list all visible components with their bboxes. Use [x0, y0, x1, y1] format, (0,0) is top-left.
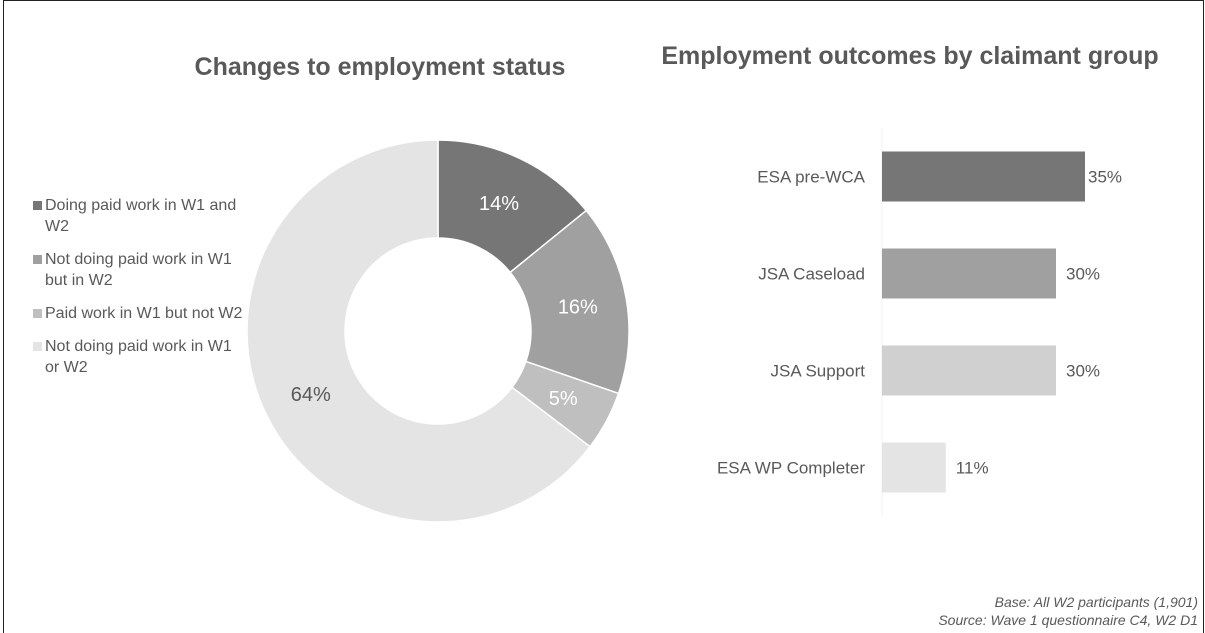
donut-label-1: 16% [558, 296, 598, 318]
legend-item-paid-both: Doing paid work in W1 and W2 [33, 195, 243, 237]
bar-3 [882, 442, 946, 493]
chart-frame [3, 0, 1204, 633]
bar-value-label-0: 35% [1088, 168, 1122, 187]
donut-legend: Doing paid work in W1 and W2 Not doing p… [33, 195, 243, 390]
bar-0 [882, 151, 1085, 202]
legend-swatch-no-work [33, 342, 42, 351]
legend-swatch-paid-both [33, 201, 42, 210]
legend-item-no-work: Not doing paid work in W1 or W2 [33, 336, 243, 378]
donut-slice-3 [246, 139, 592, 523]
source-citation: Source: Wave 1 questionnaire C4, W2 D1 [938, 612, 1198, 628]
legend-label-no-work: Not doing paid work in W1 or W2 [45, 338, 232, 376]
bar-chart-title: Employment outcomes by claimant group [661, 42, 1159, 70]
bar-value-label-1: 30% [1066, 265, 1100, 284]
legend-label-entered-work: Not doing paid work in W1 but in W2 [45, 251, 232, 289]
bar-category-label-2: JSA Support [770, 362, 865, 381]
legend-item-left-work: Paid work in W1 but not W2 [33, 303, 243, 324]
legend-label-paid-both: Doing paid work in W1 and W2 [45, 197, 237, 235]
donut-label-3: 64% [291, 384, 331, 406]
bar-value-label-2: 30% [1066, 362, 1100, 381]
legend-label-left-work: Paid work in W1 but not W2 [45, 305, 243, 322]
donut-chart-title: Changes to employment status [194, 53, 566, 81]
legend-item-entered-work: Not doing paid work in W1 but in W2 [33, 249, 243, 291]
bar-2 [882, 345, 1056, 396]
bar-1 [882, 248, 1056, 299]
bar-category-label-1: JSA Caseload [758, 265, 865, 284]
legend-swatch-entered-work [33, 255, 42, 264]
donut-label-0: 14% [479, 193, 519, 215]
bar-value-label-3: 11% [956, 459, 989, 478]
source-note: Base: All W2 participants (1,901) Source… [938, 593, 1198, 629]
bar-category-label-0: ESA pre-WCA [757, 168, 865, 187]
base-note: Base: All W2 participants (1,901) [994, 594, 1198, 610]
donut-label-2: 5% [549, 388, 578, 410]
donut-slice-1 [509, 209, 630, 395]
bar-category-label-3: ESA WP Completer [717, 459, 865, 478]
legend-swatch-left-work [33, 309, 42, 318]
